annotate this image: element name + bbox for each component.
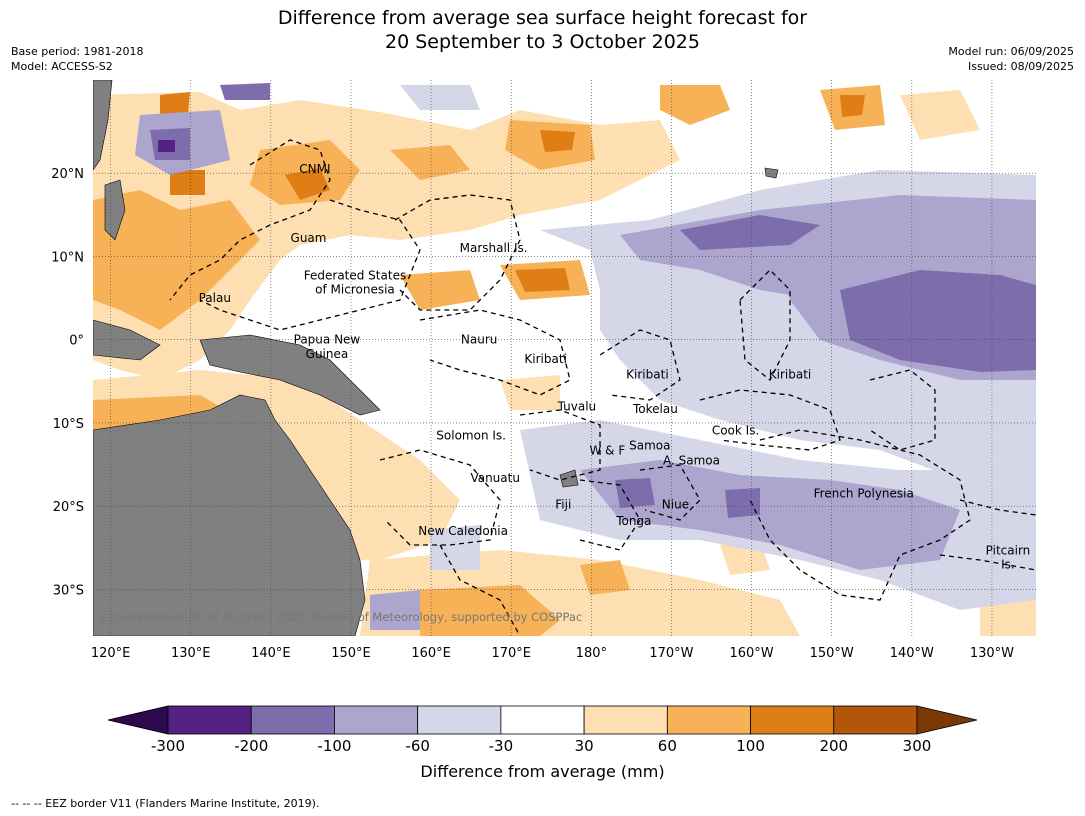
longitude-label: 120°E [91, 646, 131, 661]
place-label: Guinea [306, 347, 349, 361]
latitude-label: 10°N [51, 250, 84, 265]
colorbar-tick-label: -200 [234, 737, 269, 755]
latitude-label: 20°S [53, 500, 84, 515]
place-label: Niue [662, 497, 689, 511]
colorbar-title: Difference from average (mm) [420, 762, 665, 781]
indonesia-land [93, 319, 161, 361]
place-label: Palau [199, 291, 231, 305]
place-label: Pitcairn [986, 543, 1031, 557]
longitude-label: 140°W [890, 646, 934, 661]
place-label: Tonga [615, 514, 651, 528]
place-label: of Micronesia [315, 283, 395, 297]
colorbar-tick-label: 100 [736, 737, 765, 755]
map-title: Difference from average sea surface heig… [0, 6, 1085, 54]
colorbar-segment [583, 705, 668, 735]
place-label: Solomon Is. [436, 428, 506, 442]
place-label: Federated States [304, 269, 406, 283]
place-label: Tuvalu [557, 399, 597, 413]
place-label: Tokelau [632, 402, 678, 416]
longitude-label: 180° [576, 646, 607, 661]
graticule [93, 80, 1036, 636]
colorbar-extend-low [107, 705, 169, 735]
model-run: Model run: 06/09/2025 [948, 45, 1074, 58]
place-label: Is. [1001, 557, 1015, 571]
colorbar-extend-high [916, 705, 978, 735]
place-label: Fiji [555, 497, 571, 511]
colorbar-segment [334, 705, 419, 735]
longitude-label: 140°E [251, 646, 291, 661]
colorbar-segment [833, 705, 918, 735]
longitude-label: 130°E [171, 646, 211, 661]
place-label: W & F [589, 443, 625, 457]
title-line-2: 20 September to 3 October 2025 [385, 31, 700, 53]
latitude-label: 20°N [51, 167, 84, 182]
colorbar-tick-label: 200 [819, 737, 849, 755]
colorbar-tick-label: -100 [317, 737, 352, 755]
place-label: New Caledonia [418, 524, 508, 538]
colorbar-tick-label: -30 [488, 737, 514, 755]
latitude-label: 30°S [53, 583, 84, 598]
place-label: Guam [291, 231, 327, 245]
colorbar-tick-label: -300 [150, 737, 186, 755]
colorbar-tick-label: 30 [574, 737, 594, 755]
place-label: CNMI [299, 162, 330, 176]
latitude-label: 10°S [53, 417, 84, 432]
place-label: Vanuatu [470, 471, 520, 485]
colorbar-segment [250, 705, 335, 735]
land-masses [93, 80, 779, 636]
negative-anomaly-fields [135, 83, 1036, 630]
colorbar [107, 705, 978, 735]
place-label: Marshall Is. [460, 241, 528, 255]
longitude-label: 170°W [649, 646, 693, 661]
place-label: French Polynesia [814, 487, 914, 501]
model-name: Model: ACCESS-S2 [11, 60, 113, 73]
axis-labels: 20°N 10°N 0° 10°S 20°S 30°S 120°E 130°E 140°E 150… [51, 167, 1014, 661]
new-guinea-land [199, 334, 381, 416]
copyright-notice: © Commonwealth of Australia 2025, Bureau… [98, 610, 582, 624]
colorbar-segment [500, 705, 585, 735]
place-label: Papua New [294, 333, 361, 347]
colorbar-segment [750, 705, 835, 735]
colorbar-tick-label: -60 [405, 737, 430, 755]
longitude-label: 150°W [810, 646, 854, 661]
longitude-label: 130°W [970, 646, 1014, 661]
place-label: Samoa [629, 438, 670, 452]
meta-right: Model run: 06/09/2025 Issued: 08/09/2025 [948, 44, 1074, 74]
eez-footnote: -- -- -- EEZ border V11 (Flanders Marine… [11, 797, 320, 810]
issued-date: Issued: 08/09/2025 [967, 60, 1074, 73]
fiji-land [559, 469, 579, 488]
base-period: Base period: 1981-2018 [11, 45, 144, 58]
meta-left: Base period: 1981-2018 Model: ACCESS-S2 [11, 44, 143, 74]
longitude-label: 150°E [331, 646, 371, 661]
place-label: Cook Is. [712, 423, 759, 437]
eez-borders [169, 139, 1036, 636]
title-line-1: Difference from average sea surface heig… [277, 7, 808, 29]
latitude-label: 0° [69, 334, 84, 349]
longitude-label: 170°E [491, 646, 531, 661]
place-label: Kiribati [524, 352, 566, 366]
colorbar-segment [666, 705, 751, 735]
colorbar-tick-label: 300 [902, 737, 932, 755]
colorbar-tick-label: 60 [657, 737, 677, 755]
colorbar-segment [417, 705, 502, 735]
place-label: Kiribati [626, 368, 668, 382]
asia-coast-land [93, 80, 113, 171]
australia-land [93, 394, 366, 636]
place-label: Nauru [461, 333, 497, 347]
longitude-label: 160°E [411, 646, 451, 661]
place-label: Kiribati [769, 368, 811, 382]
longitude-label: 160°W [729, 646, 773, 661]
place-label: A. Samoa [663, 453, 720, 467]
colorbar-segment [167, 705, 252, 735]
philippines-land [104, 179, 126, 241]
